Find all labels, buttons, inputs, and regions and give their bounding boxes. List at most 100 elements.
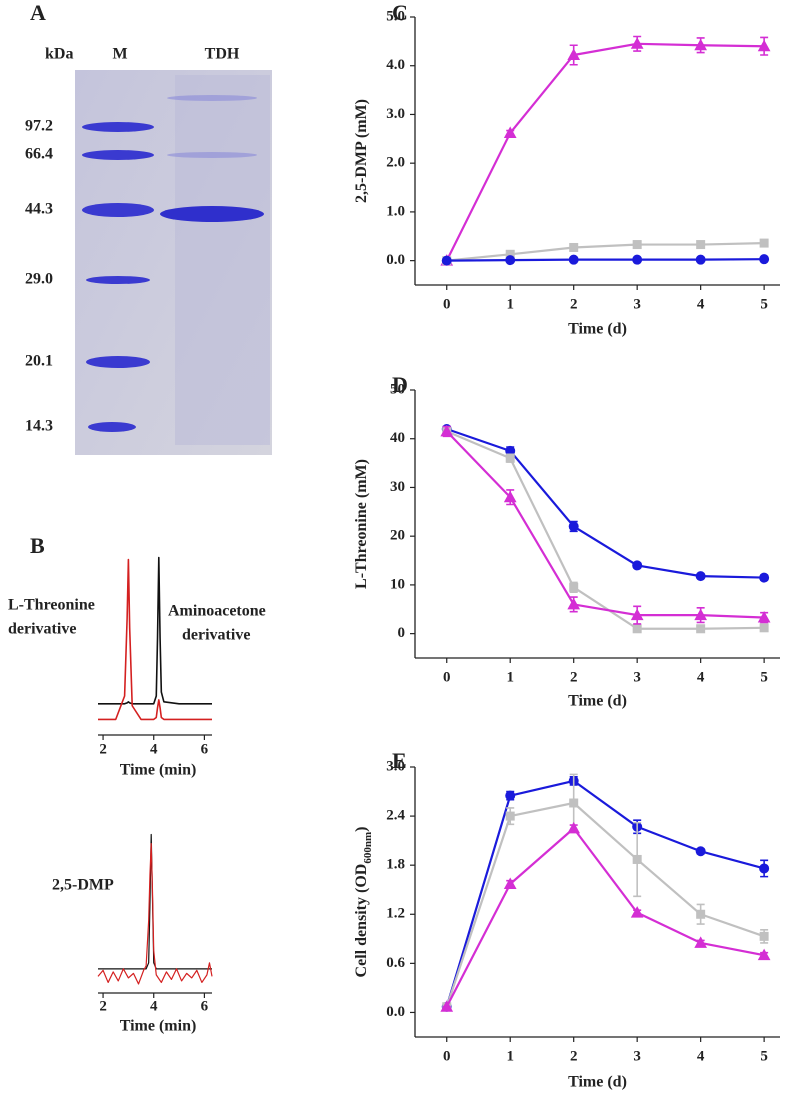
point <box>759 572 770 583</box>
series-line <box>98 833 212 970</box>
point <box>440 1000 454 1012</box>
y-axis-label-text: 2,5-DMP (mM) <box>353 99 370 203</box>
tdh-band <box>160 206 264 222</box>
point <box>695 846 706 857</box>
x-tick-label: 2 <box>99 998 107 1014</box>
y-tick-label: 0.0 <box>386 252 405 268</box>
point <box>759 931 769 941</box>
point <box>696 624 706 634</box>
x-tick-label: 5 <box>760 669 768 685</box>
point <box>567 48 581 61</box>
point <box>757 611 771 623</box>
gel-header: M <box>112 46 127 63</box>
marker-label: 14.3 <box>25 418 53 435</box>
point <box>696 240 706 250</box>
marker-label: 20.1 <box>25 353 53 370</box>
series-line <box>97 842 213 985</box>
panel-label: A <box>30 0 46 25</box>
y-tick-label: 4.0 <box>386 57 405 73</box>
annotation: derivative <box>8 621 76 638</box>
point <box>759 623 769 633</box>
point <box>759 238 769 248</box>
x-tick-label: 3 <box>633 669 641 685</box>
x-axis-label: Time (min) <box>120 762 197 779</box>
panel-label: E <box>392 748 407 773</box>
point <box>503 877 517 889</box>
series-line <box>445 779 765 1008</box>
point <box>694 38 707 51</box>
x-tick-label: 2 <box>570 669 578 685</box>
x-tick-label: 1 <box>506 1048 514 1064</box>
series-line <box>98 556 212 705</box>
x-tick-label: 3 <box>633 1048 641 1064</box>
y-axis-label: Cell density (OD600nm) <box>353 827 374 978</box>
point <box>505 811 515 821</box>
chart: 0 1 2 3 4 5 0.0 1.0 2.0 3.0 4.0 5.0 Time (d) 2,5-DMP … <box>353 0 780 338</box>
annotation: L-Threonine <box>8 597 95 614</box>
y-tick-label: 3.0 <box>386 106 405 122</box>
x-tick-label: 6 <box>201 741 209 757</box>
point <box>757 39 771 52</box>
point <box>569 798 579 808</box>
x-tick-label: 0 <box>443 669 451 685</box>
faint-band <box>167 95 257 101</box>
point <box>630 37 644 49</box>
series-line <box>445 801 765 1008</box>
series-line <box>446 427 765 579</box>
point <box>759 863 770 874</box>
y-tick-label: 30 <box>390 479 405 495</box>
y-tick-label: 1.8 <box>386 857 405 873</box>
x-tick-label: 2 <box>99 741 107 757</box>
point <box>632 240 642 250</box>
x-tick-label: 2 <box>570 296 578 312</box>
point <box>695 571 706 582</box>
annotation: derivative <box>182 627 250 644</box>
x-tick-label: 5 <box>760 296 768 312</box>
point <box>567 597 581 610</box>
gel-panel: A kDa M TDH 97.2 66.4 44.3 29.0 20.1 14.… <box>25 0 272 455</box>
x-tick-label: 4 <box>150 998 158 1014</box>
y-tick-label: 5.0 <box>386 8 405 24</box>
point <box>568 254 579 265</box>
x-tick-label: 5 <box>760 1048 768 1064</box>
x-tick-label: 4 <box>697 669 705 685</box>
y-axis-label-text: L-Threonine (mM) <box>353 459 370 589</box>
series-line <box>445 430 765 619</box>
series-line <box>446 430 765 630</box>
annotation: 2,5-DMP <box>52 877 114 894</box>
x-tick-label: 4 <box>150 741 158 757</box>
y-tick-label: 0.0 <box>386 1004 405 1020</box>
y-axis-label-sub: 600nm <box>362 832 374 864</box>
gel-header: kDa <box>45 46 73 63</box>
point <box>632 560 643 571</box>
y-tick-label: 0 <box>398 625 406 641</box>
point <box>568 521 579 532</box>
y-axis-label: L-Threonine (mM) <box>353 459 370 589</box>
series-line <box>98 558 212 721</box>
point <box>694 608 707 621</box>
x-axis-label: Time (d) <box>568 693 627 710</box>
x-tick-label: 3 <box>633 296 641 312</box>
point <box>440 424 454 437</box>
point <box>694 936 707 948</box>
point <box>503 490 517 503</box>
x-axis-label: Time (d) <box>568 1074 627 1091</box>
panel-label: B <box>30 533 45 558</box>
point <box>567 821 581 834</box>
point <box>757 948 771 961</box>
y-axis-label-end: ) <box>353 827 370 832</box>
series-line <box>445 42 765 262</box>
x-tick-label: 1 <box>506 296 514 312</box>
y-tick-label: 50 <box>390 381 405 397</box>
y-tick-label: 40 <box>390 430 405 446</box>
point <box>505 790 516 801</box>
annotation: Aminoacetone <box>168 603 266 620</box>
gel-header: TDH <box>205 46 240 63</box>
y-tick-label: 1.2 <box>386 906 405 922</box>
x-axis-label: Time (d) <box>568 321 627 338</box>
series-line <box>446 241 765 262</box>
panel-label: D <box>392 372 408 397</box>
point <box>630 906 644 918</box>
